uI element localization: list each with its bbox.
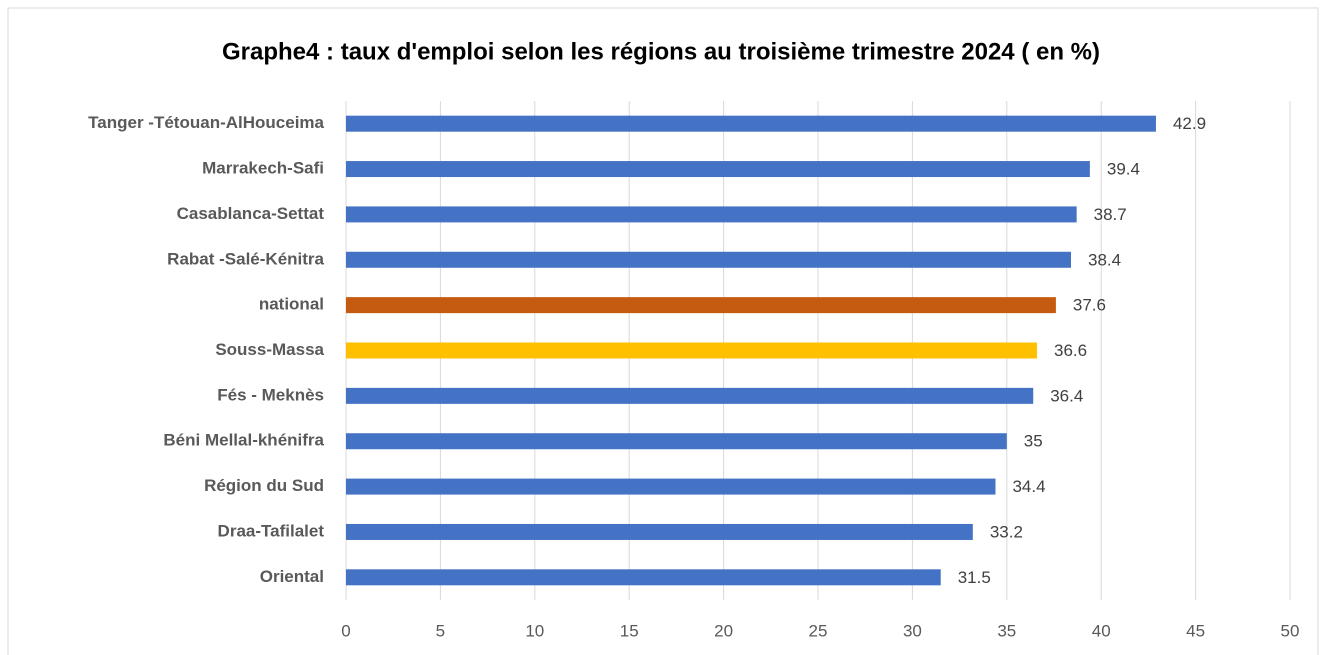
chart-title: Graphe4 : taux d'emploi selon les région… — [222, 38, 1100, 65]
value-label: 36.6 — [1054, 341, 1087, 360]
y-tick-label: Béni Mellal-khénifra — [163, 431, 324, 450]
x-tick-label: 30 — [903, 621, 922, 640]
value-label: 38.4 — [1088, 250, 1121, 269]
bar — [346, 206, 1077, 223]
x-tick-label: 50 — [1281, 621, 1300, 640]
y-tick-label: national — [259, 295, 324, 314]
bar — [346, 478, 996, 495]
value-label: 42.9 — [1173, 114, 1206, 133]
x-tick-label: 5 — [436, 621, 445, 640]
y-tick-label: Tanger -Tétouan-AlHouceima — [88, 113, 324, 132]
bar — [346, 387, 1034, 404]
value-label: 35 — [1024, 432, 1043, 451]
bar — [346, 115, 1156, 132]
bar — [346, 433, 1007, 450]
bar — [346, 342, 1038, 359]
bar — [346, 251, 1071, 268]
bar — [346, 161, 1090, 178]
x-tick-label: 15 — [620, 621, 639, 640]
y-tick-label: Marrakech-Safi — [202, 159, 324, 178]
x-tick-label: 0 — [341, 621, 350, 640]
x-tick-label: 35 — [997, 621, 1016, 640]
value-label: 36.4 — [1050, 386, 1083, 405]
x-tick-label: 45 — [1186, 621, 1205, 640]
y-tick-label: Oriental — [260, 567, 324, 586]
bar — [346, 569, 941, 586]
x-tick-label: 10 — [525, 621, 544, 640]
value-label: 39.4 — [1107, 160, 1140, 179]
value-label: 37.6 — [1073, 296, 1106, 315]
x-tick-label: 20 — [714, 621, 733, 640]
y-tick-label: Casablanca-Settat — [177, 204, 325, 223]
value-label: 34.4 — [1012, 477, 1045, 496]
y-tick-label: Draa-Tafilalet — [218, 521, 325, 540]
y-tick-label: Souss-Massa — [215, 340, 324, 359]
bar — [346, 523, 973, 540]
chart-frame — [7, 7, 1319, 655]
value-label: 33.2 — [990, 522, 1023, 541]
y-tick-label: Fés - Meknès — [217, 385, 324, 404]
x-tick-label: 25 — [809, 621, 828, 640]
y-tick-label: Région du Sud — [204, 476, 324, 495]
x-tick-label: 40 — [1092, 621, 1111, 640]
bar — [346, 297, 1056, 314]
y-tick-label: Rabat -Salé-Kénitra — [167, 249, 324, 268]
value-label: 38.7 — [1094, 205, 1127, 224]
value-label: 31.5 — [958, 568, 991, 587]
